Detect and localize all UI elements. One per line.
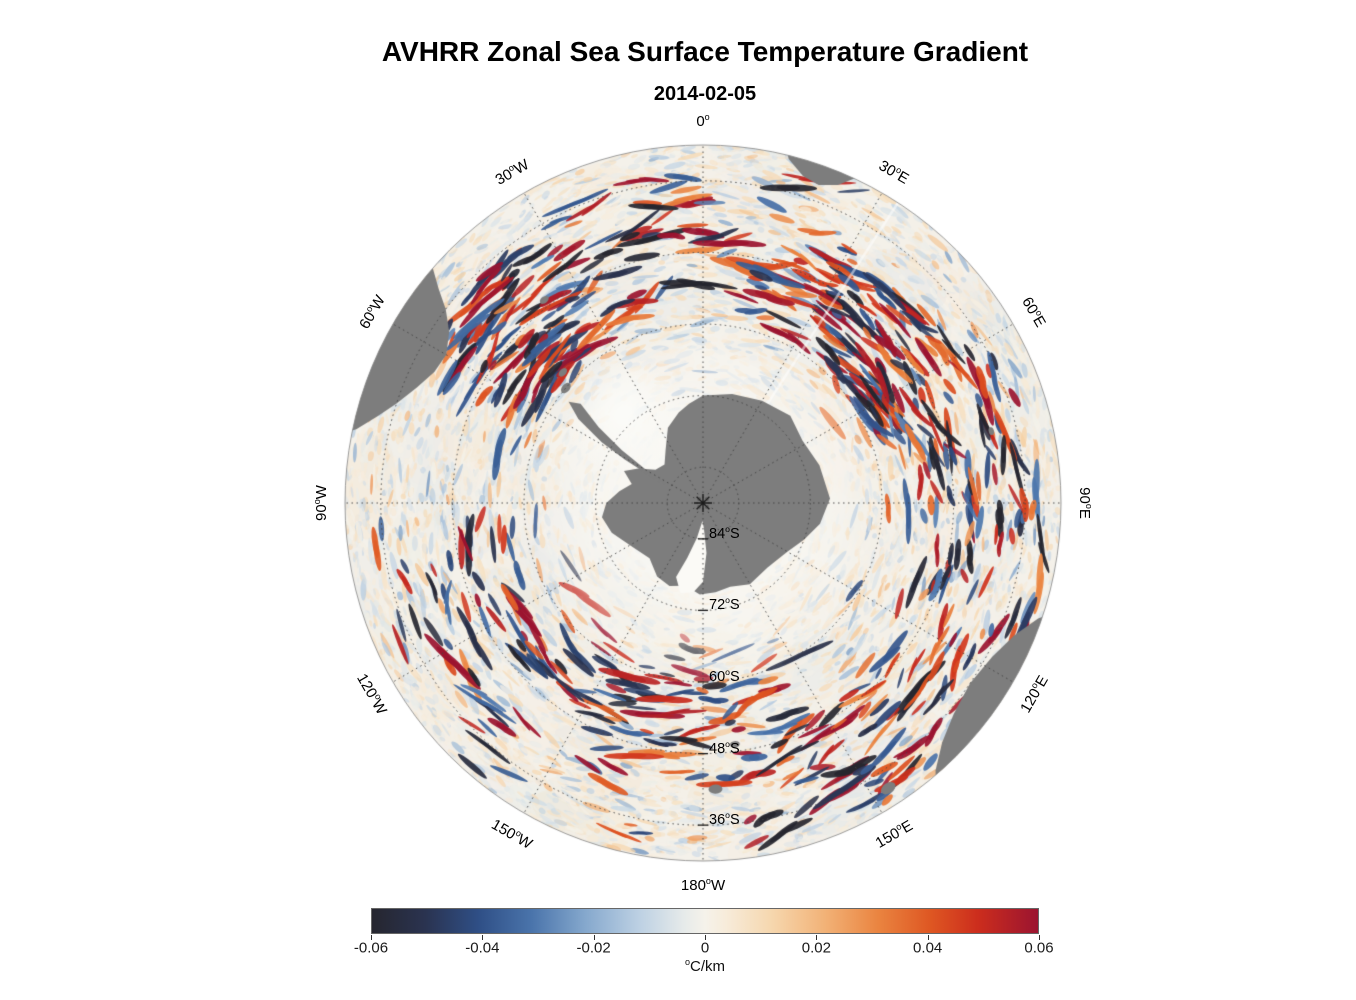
colorbar-units-label: oC/km [684,957,726,975]
colorbar-gradient [371,908,1039,934]
figure-title: AVHRR Zonal Sea Surface Temperature Grad… [381,36,1029,67]
figure-date-subtitle: 2014-02-05 [653,83,757,105]
